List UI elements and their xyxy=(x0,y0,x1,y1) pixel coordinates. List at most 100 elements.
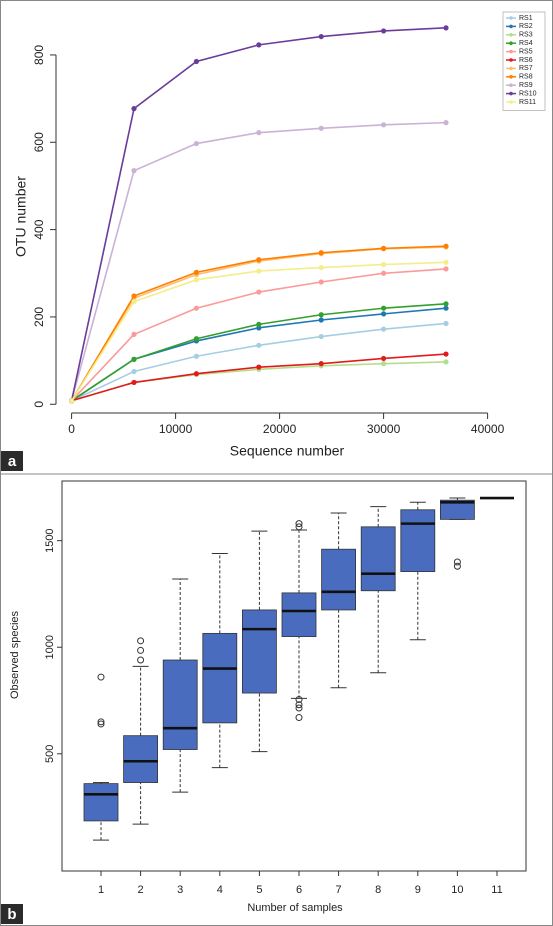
legend-marker xyxy=(509,16,513,20)
box xyxy=(439,499,475,520)
y-tick-label: 400 xyxy=(32,219,46,239)
x-tick-label: 10 xyxy=(451,884,463,896)
box xyxy=(83,783,119,822)
point xyxy=(318,361,324,367)
x-axis-title: Sequence number xyxy=(230,443,345,459)
x-tick-label: 3 xyxy=(177,884,183,896)
panel-label: a xyxy=(8,453,17,470)
outlier xyxy=(295,701,303,709)
point xyxy=(381,270,387,276)
outlier xyxy=(295,523,303,531)
outlier xyxy=(295,704,303,712)
legend-marker xyxy=(509,58,513,62)
y-tick-label: 1000 xyxy=(44,635,56,659)
point xyxy=(443,305,449,311)
point xyxy=(131,106,137,112)
box xyxy=(123,735,158,783)
outlier xyxy=(137,646,145,654)
box xyxy=(241,609,277,694)
box xyxy=(360,526,396,592)
legend-label: RS1 xyxy=(519,15,533,22)
legend-label: RS7 xyxy=(519,65,533,72)
point xyxy=(193,353,199,359)
x-tick-label: 9 xyxy=(415,884,421,896)
y-tick-label: 800 xyxy=(32,45,46,65)
point xyxy=(381,355,387,362)
point xyxy=(443,25,449,31)
point xyxy=(193,269,199,275)
point xyxy=(131,356,137,362)
point xyxy=(443,301,449,307)
legend-marker xyxy=(509,41,513,45)
outlier xyxy=(453,558,461,566)
point xyxy=(131,368,137,375)
point xyxy=(193,277,199,283)
point xyxy=(318,264,324,271)
point xyxy=(256,364,262,370)
y-tick-label: 1500 xyxy=(44,528,56,552)
x-axis-title: Number of samples xyxy=(247,902,343,914)
point xyxy=(443,266,449,272)
legend-label: RS8 xyxy=(519,74,533,81)
x-tick-label: 8 xyxy=(375,884,381,896)
legend-label: RS6 xyxy=(519,57,533,64)
point xyxy=(193,305,199,311)
x-tick-label: 1 xyxy=(98,884,104,896)
x-tick-label: 0 xyxy=(68,422,75,436)
legend-marker xyxy=(509,49,513,54)
x-tick-label: 10000 xyxy=(159,422,193,436)
point xyxy=(381,261,387,268)
point xyxy=(443,359,449,365)
point xyxy=(381,326,387,332)
legend-marker xyxy=(509,83,513,87)
outlier xyxy=(453,562,461,570)
panel-label-box xyxy=(1,451,23,471)
box xyxy=(400,509,436,572)
point xyxy=(318,279,324,285)
legend-label: RS10 xyxy=(519,90,537,97)
point xyxy=(256,321,262,327)
legend-marker xyxy=(509,75,513,79)
point xyxy=(318,333,324,340)
point xyxy=(256,342,262,348)
point xyxy=(131,299,137,305)
outlier xyxy=(97,720,105,728)
outlier xyxy=(97,718,105,726)
point xyxy=(381,311,387,317)
legend-label: RS5 xyxy=(519,48,533,55)
x-tick-label: 7 xyxy=(336,884,342,896)
outlier xyxy=(295,695,303,703)
legend-marker xyxy=(509,24,513,29)
point xyxy=(131,293,137,299)
point xyxy=(256,130,262,136)
x-tick-label: 11 xyxy=(491,884,502,896)
point xyxy=(131,331,137,337)
outlier xyxy=(295,714,303,722)
point xyxy=(381,122,387,128)
x-tick-label: 2 xyxy=(138,884,144,896)
point xyxy=(256,257,262,263)
y-tick-label: 600 xyxy=(32,132,46,152)
point xyxy=(193,58,199,65)
box xyxy=(202,632,238,724)
y-tick-label: 200 xyxy=(32,307,46,327)
legend-marker xyxy=(509,91,513,96)
panel-label-box xyxy=(1,904,23,924)
outlier xyxy=(137,637,145,645)
x-tick-label: 4 xyxy=(217,884,223,896)
y-axis-title: Observed species xyxy=(9,610,21,699)
point xyxy=(318,33,324,40)
point xyxy=(256,42,262,48)
point xyxy=(318,125,324,131)
point xyxy=(443,320,449,327)
x-tick-label: 5 xyxy=(256,884,262,896)
box xyxy=(281,592,317,637)
point xyxy=(381,28,387,34)
point xyxy=(131,379,137,386)
legend-label: RS9 xyxy=(519,82,533,89)
point xyxy=(381,305,387,311)
panel-label: b xyxy=(7,906,16,923)
y-tick-label: 500 xyxy=(44,745,56,763)
